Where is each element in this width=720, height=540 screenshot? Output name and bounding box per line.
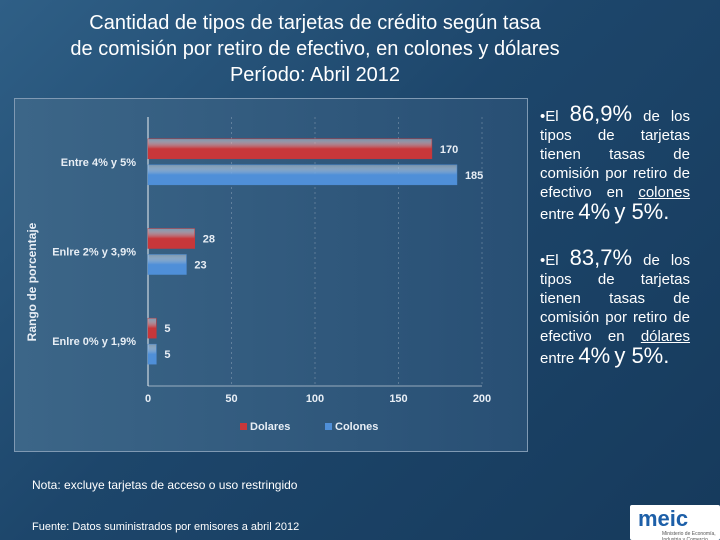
legend-label: Colones [335, 421, 378, 433]
note-colones: •El 86,9% de los tipos de tarjetas tiene… [540, 101, 691, 224]
value-label: 5 [164, 349, 170, 361]
legend-swatch-colones [325, 423, 332, 430]
bar-chart: 0 50 100 150 200 Entre 4% y 5% 170 185 Enlre 2% … [52, 117, 491, 433]
bar-dolares [147, 138, 433, 160]
note1-de: de los [643, 108, 691, 125]
note-dolares: •El 83,7% de los tipos de tarjetas tiene… [540, 245, 691, 368]
note1-currency: colones [638, 184, 691, 201]
page-title: Cantidad de tipos de tarjetas de crédito… [0, 10, 630, 88]
note2-percent: 83,7% [569, 245, 633, 270]
x-tick-label: 0 [145, 393, 151, 405]
note1-entre: entre [540, 206, 579, 223]
notes-panel: •El 86,9% de los tipos de tarjetas tiene… [540, 101, 691, 392]
note2-high: y 5%. [614, 343, 670, 368]
value-label: 28 [203, 234, 215, 246]
value-label: 185 [465, 170, 483, 182]
legend-label: Dolares [250, 421, 290, 433]
category-label: Enlre 2% y 3,9% [52, 247, 136, 259]
category-label: Enlre 0% y 1,9% [52, 336, 136, 348]
note2-entre: entre [540, 350, 579, 367]
legend-swatch-dolares [240, 423, 247, 430]
logo-text: meic [638, 506, 689, 531]
chart-ylabel: Rango de porcentaje [25, 222, 39, 342]
note2-currency: dólares [640, 328, 691, 345]
category-label: Entre 4% y 5% [61, 157, 136, 169]
value-label: 23 [194, 260, 206, 272]
title-line-3: Período: Abril 2012 [229, 64, 401, 86]
note2-de: de los [643, 252, 691, 269]
source-note: Fuente: Datos suministrados por emisores… [32, 521, 300, 533]
x-tick-label: 50 [225, 393, 237, 405]
bar-colones [147, 164, 458, 186]
bar-colones [147, 343, 157, 365]
x-tick-label: 200 [473, 393, 491, 405]
note2-body: tipos de tarjetas tienen tasas de comisi… [540, 271, 690, 345]
note1-high: y 5%. [614, 199, 670, 224]
bar-dolares [147, 228, 196, 249]
value-label: 5 [164, 323, 170, 335]
note1-prefix: •El [540, 108, 559, 125]
note2-prefix: •El [540, 252, 559, 269]
x-tick-label: 150 [389, 393, 407, 405]
value-label: 170 [440, 144, 458, 156]
footnote: Nota: excluye tarjetas de acceso o uso r… [32, 478, 298, 492]
bar-colones [147, 254, 187, 275]
meic-logo: meic Ministerio de Economía, Industria y… [630, 505, 720, 540]
note1-low: 4% [578, 199, 611, 224]
bar-dolares [147, 317, 157, 339]
x-tick-label: 100 [306, 393, 324, 405]
title-line-2: de comisión por retiro de efectivo, en c… [70, 38, 560, 60]
logo-tagline: Ministerio de Economía, Industria y Come… [662, 531, 716, 540]
title-line-1: Cantidad de tipos de tarjetas de crédito… [89, 12, 541, 34]
note1-percent: 86,9% [569, 101, 633, 126]
chart-frame: Rango de porcentaje 0 50 100 150 200 Entre 4%… [14, 98, 528, 452]
note1-body: tipos de tarjetas tienen tasas de comisi… [540, 127, 690, 201]
note2-low: 4% [578, 343, 611, 368]
